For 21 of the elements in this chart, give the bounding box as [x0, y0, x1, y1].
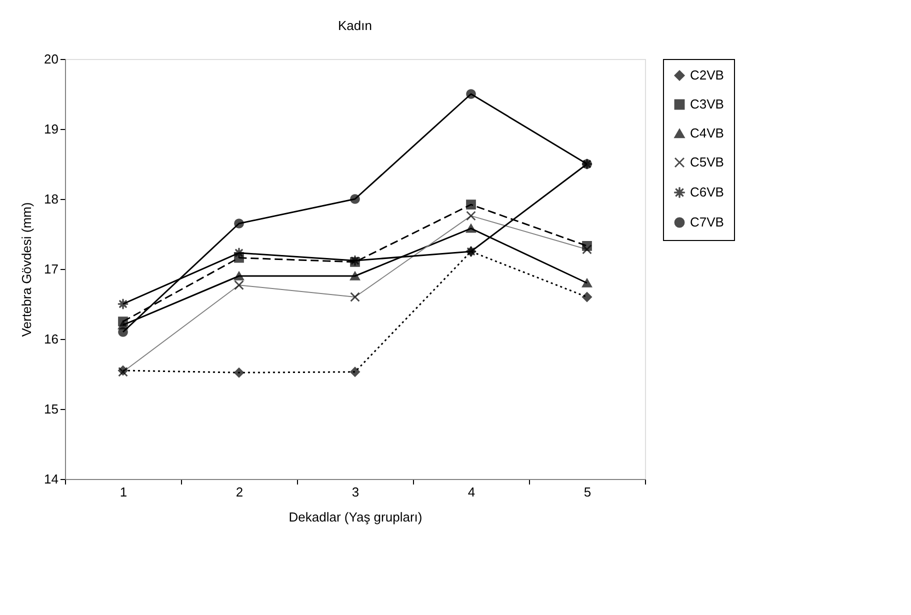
legend-label: C5VB: [690, 154, 724, 170]
x-tick-label: 3: [352, 484, 360, 500]
x-tick-label: 4: [468, 484, 476, 500]
y-axis-title: Vertebra Gövdesi (mm): [19, 202, 34, 337]
y-tick-label: 17: [44, 262, 58, 276]
legend-label: C3VB: [690, 96, 724, 112]
x-tick-label: 1: [120, 484, 128, 500]
legend-label: C6VB: [690, 184, 724, 200]
chart-title: Kadın: [338, 18, 372, 33]
y-tick-label: 15: [44, 402, 58, 416]
legend-label: C2VB: [690, 68, 724, 82]
x-tick-label: 5: [584, 484, 592, 500]
x-axis-title: Dekadlar (Yaş grupları): [288, 510, 422, 524]
legend-label: C7VB: [690, 214, 724, 230]
legend-label: C4VB: [690, 126, 724, 140]
y-tick-label: 14: [44, 472, 58, 486]
y-tick-label: 19: [44, 122, 58, 136]
y-tick-label: 18: [44, 192, 58, 206]
x-tick-label: 2: [236, 484, 244, 500]
y-tick-label: 16: [44, 332, 58, 346]
y-tick-label: 20: [44, 52, 58, 66]
